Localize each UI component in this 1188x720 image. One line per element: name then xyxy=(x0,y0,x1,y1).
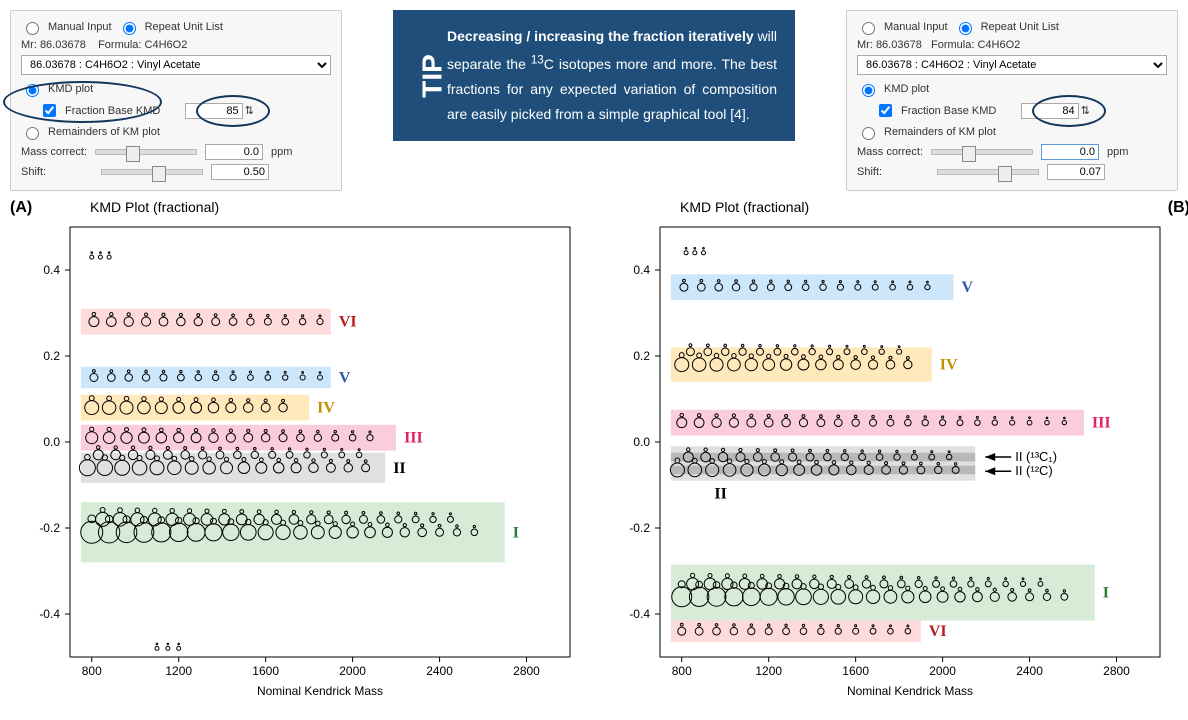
svg-text:II (¹³C₁): II (¹³C₁) xyxy=(1015,449,1057,464)
svg-text:-0.4: -0.4 xyxy=(39,607,60,621)
svg-text:1200: 1200 xyxy=(755,664,782,678)
formula-label: Formula: C4H6O2 xyxy=(98,39,187,51)
settings-panel-a: Manual Input Repeat Unit List Mr: 86.036… xyxy=(10,10,342,191)
svg-text:0.2: 0.2 xyxy=(43,349,60,363)
svg-text:0.0: 0.0 xyxy=(633,435,650,449)
settings-panel-b: Manual Input Repeat Unit List Mr: 86.036… xyxy=(846,10,1178,191)
svg-text:2800: 2800 xyxy=(513,664,540,678)
mr-label: Mr: 86.03678 xyxy=(21,39,86,51)
chart-a-side-label: (A) xyxy=(10,199,32,217)
kmd-plot-radio[interactable] xyxy=(26,84,39,97)
ppm-label: ppm xyxy=(271,146,292,158)
svg-text:-0.2: -0.2 xyxy=(629,521,650,535)
fraction-label: Fraction Base KMD xyxy=(65,105,160,117)
repeat-unit-radio-b[interactable] xyxy=(959,22,972,35)
chart-a-title: KMD Plot (fractional) xyxy=(90,199,600,215)
svg-text:III: III xyxy=(404,430,423,447)
svg-text:VI: VI xyxy=(929,623,947,640)
svg-text:I: I xyxy=(1103,585,1109,602)
repeat-unit-radio[interactable] xyxy=(123,22,136,35)
svg-text:2000: 2000 xyxy=(339,664,366,678)
svg-text:V: V xyxy=(339,370,351,387)
repeat-unit-label: Repeat Unit List xyxy=(145,21,223,33)
manual-input-radio[interactable] xyxy=(26,22,39,35)
chart-a-svg: IIIIIIIVVVI-0.4-0.20.00.20.4800120016002… xyxy=(10,217,600,707)
remainders-label: Remainders of KM plot xyxy=(48,126,160,138)
chart-b-title: KMD Plot (fractional) xyxy=(680,199,1188,215)
chart-b-svg: IIIIIVVVI-0.4-0.20.00.20.480012001600200… xyxy=(600,217,1188,707)
svg-text:Nominal Kendrick Mass: Nominal Kendrick Mass xyxy=(257,684,383,698)
svg-text:II: II xyxy=(714,486,726,503)
svg-text:0.0: 0.0 xyxy=(43,435,60,449)
mass-correct-label: Mass correct: xyxy=(21,146,87,158)
fraction-value-input-b[interactable] xyxy=(1021,103,1079,119)
fraction-value-input[interactable] xyxy=(185,103,243,119)
remainders-radio[interactable] xyxy=(26,127,39,140)
shift-value-b[interactable] xyxy=(1047,164,1105,180)
svg-text:0.4: 0.4 xyxy=(43,263,60,277)
svg-text:II (¹²C): II (¹²C) xyxy=(1015,463,1053,478)
chart-b-block: (B) KMD Plot (fractional) IIIIIVVVI-0.4-… xyxy=(600,199,1188,707)
tip-label: TIP xyxy=(408,54,458,98)
svg-text:1200: 1200 xyxy=(165,664,192,678)
svg-text:IV: IV xyxy=(317,400,335,417)
svg-text:2800: 2800 xyxy=(1103,664,1130,678)
fraction-checkbox[interactable] xyxy=(43,104,56,117)
top-row: Manual Input Repeat Unit List Mr: 86.036… xyxy=(10,10,1178,191)
svg-text:0.4: 0.4 xyxy=(633,263,650,277)
kmd-plot-label: KMD plot xyxy=(48,83,93,95)
shift-value[interactable] xyxy=(211,164,269,180)
svg-text:-0.4: -0.4 xyxy=(629,607,650,621)
shift-slider-b[interactable] xyxy=(937,169,1039,175)
svg-text:1600: 1600 xyxy=(842,664,869,678)
shift-slider[interactable] xyxy=(101,169,203,175)
svg-text:800: 800 xyxy=(672,664,692,678)
mass-correct-value-b[interactable] xyxy=(1041,144,1099,160)
remainders-radio-b[interactable] xyxy=(862,127,875,140)
svg-text:2000: 2000 xyxy=(929,664,956,678)
kmd-plot-radio-b[interactable] xyxy=(862,84,875,97)
svg-text:V: V xyxy=(961,279,973,296)
shift-label: Shift: xyxy=(21,166,93,178)
manual-input-radio-b[interactable] xyxy=(862,22,875,35)
compound-dropdown-b[interactable]: 86.03678 : C4H6O2 : Vinyl Acetate xyxy=(857,55,1167,75)
svg-text:VI: VI xyxy=(339,314,357,331)
tip-text: Decreasing / increasing the fraction ite… xyxy=(447,28,777,122)
compound-dropdown[interactable]: 86.03678 : C4H6O2 : Vinyl Acetate xyxy=(21,55,331,75)
mass-correct-value[interactable] xyxy=(205,144,263,160)
tip-box: TIP Decreasing / increasing the fraction… xyxy=(393,10,795,141)
svg-text:-0.2: -0.2 xyxy=(39,521,60,535)
mass-correct-slider[interactable] xyxy=(95,149,197,155)
svg-text:IV: IV xyxy=(940,357,958,374)
chart-b-side-label: (B) xyxy=(1168,199,1188,217)
svg-text:2400: 2400 xyxy=(1016,664,1043,678)
svg-text:II: II xyxy=(393,460,405,477)
chart-a-block: (A) KMD Plot (fractional) IIIIIIIVVVI-0.… xyxy=(10,199,600,707)
charts-row: (A) KMD Plot (fractional) IIIIIIIVVVI-0.… xyxy=(10,199,1178,707)
manual-input-label: Manual Input xyxy=(48,21,112,33)
svg-text:2400: 2400 xyxy=(426,664,453,678)
svg-text:1600: 1600 xyxy=(252,664,279,678)
svg-text:Nominal Kendrick Mass: Nominal Kendrick Mass xyxy=(847,684,973,698)
svg-text:800: 800 xyxy=(82,664,102,678)
mass-correct-slider-b[interactable] xyxy=(931,149,1033,155)
svg-text:I: I xyxy=(513,524,519,541)
fraction-checkbox-b[interactable] xyxy=(879,104,892,117)
svg-text:0.2: 0.2 xyxy=(633,349,650,363)
svg-text:III: III xyxy=(1092,415,1111,432)
